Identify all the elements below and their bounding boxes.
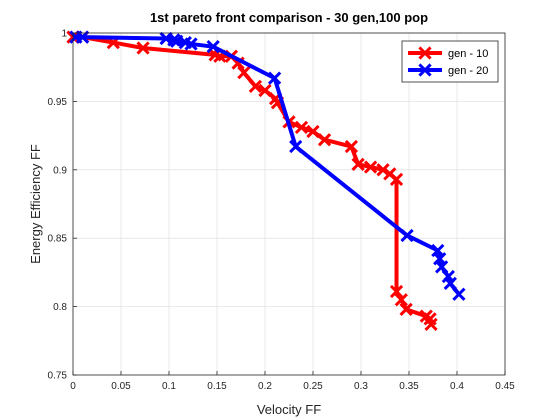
data-point-gen-10 xyxy=(248,79,263,93)
x-tick-label: 0.25 xyxy=(303,381,323,392)
x-tick-label: 0.15 xyxy=(207,381,227,392)
x-tick-label: 0.4 xyxy=(450,381,464,392)
data-point-gen-20 xyxy=(400,228,414,243)
x-tick-label: 0 xyxy=(70,381,76,392)
data-point-gen-10 xyxy=(237,66,251,80)
x-tick-label: 0.35 xyxy=(399,381,419,392)
y-tick-label: 0.95 xyxy=(48,97,68,108)
data-point-gen-10 xyxy=(394,293,408,307)
series-gen-20 xyxy=(69,30,466,301)
y-tick-label: 0.85 xyxy=(48,234,68,245)
data-point-gen-10 xyxy=(317,133,332,147)
x-tick-labels: 0 0.05 0.1 0.15 0.2 0.25 0.3 0.35 0.4 0.45 xyxy=(70,381,515,392)
data-point-gen-10 xyxy=(306,124,320,139)
data-point-gen-10 xyxy=(136,41,150,55)
plot-area-background xyxy=(73,33,505,375)
data-point-gen-10 xyxy=(258,83,272,98)
y-tick-label: 1 xyxy=(61,29,67,40)
x-axis-title: Velocity FF xyxy=(257,402,321,417)
series-layer xyxy=(66,30,466,332)
data-point-gen-20 xyxy=(206,40,220,54)
x-tick-label: 0.05 xyxy=(111,381,131,392)
legend-label-gen-10: gen - 10 xyxy=(448,48,488,60)
y-tick-label: 0.75 xyxy=(48,371,68,382)
data-point-gen-20 xyxy=(184,37,198,51)
legend-marker-gen-20 xyxy=(418,63,432,77)
data-point-gen-10 xyxy=(399,302,413,316)
data-point-gen-10 xyxy=(351,157,365,171)
data-point-gen-10 xyxy=(389,284,404,299)
data-point-gen-10 xyxy=(294,120,309,135)
data-point-gen-10 xyxy=(376,163,390,177)
legend-label-gen-20: gen - 20 xyxy=(448,65,488,77)
chart-title: 1st pareto front comparison - 30 gen,100… xyxy=(150,10,428,25)
legend-item-gen-20: gen - 20 xyxy=(408,63,488,77)
data-point-gen-10 xyxy=(363,160,378,174)
data-point-gen-20 xyxy=(443,276,457,290)
x-tick-label: 0.2 xyxy=(258,381,272,392)
data-point-gen-10 xyxy=(424,317,438,332)
y-tick-label: 0.9 xyxy=(53,165,67,176)
data-point-gen-20 xyxy=(289,139,303,154)
x-tick-label: 0.45 xyxy=(495,381,515,392)
data-point-gen-20 xyxy=(267,71,282,85)
y-tick-label: 0.8 xyxy=(53,302,67,313)
data-point-gen-10 xyxy=(389,172,404,186)
legend: gen - 10 gen - 20 xyxy=(401,40,499,83)
data-point-gen-20 xyxy=(75,30,90,44)
data-point-gen-20 xyxy=(435,260,449,274)
legend-box xyxy=(401,40,499,83)
data-point-gen-20 xyxy=(452,287,466,301)
y-axis-title: Energy Efficiency FF xyxy=(28,144,43,264)
y-tick-labels: 0.75 0.8 0.85 0.9 0.95 1 xyxy=(48,29,68,382)
legend-marker-gen-10 xyxy=(418,46,432,60)
plot-frame xyxy=(72,32,506,376)
tick-marks xyxy=(72,32,506,376)
data-point-gen-10 xyxy=(344,139,359,154)
legend-item-gen-10: gen - 10 xyxy=(408,46,488,60)
legend-items: gen - 10 gen - 20 xyxy=(408,46,488,77)
x-tick-label: 0.3 xyxy=(354,381,368,392)
x-tick-label: 0.1 xyxy=(162,381,176,392)
